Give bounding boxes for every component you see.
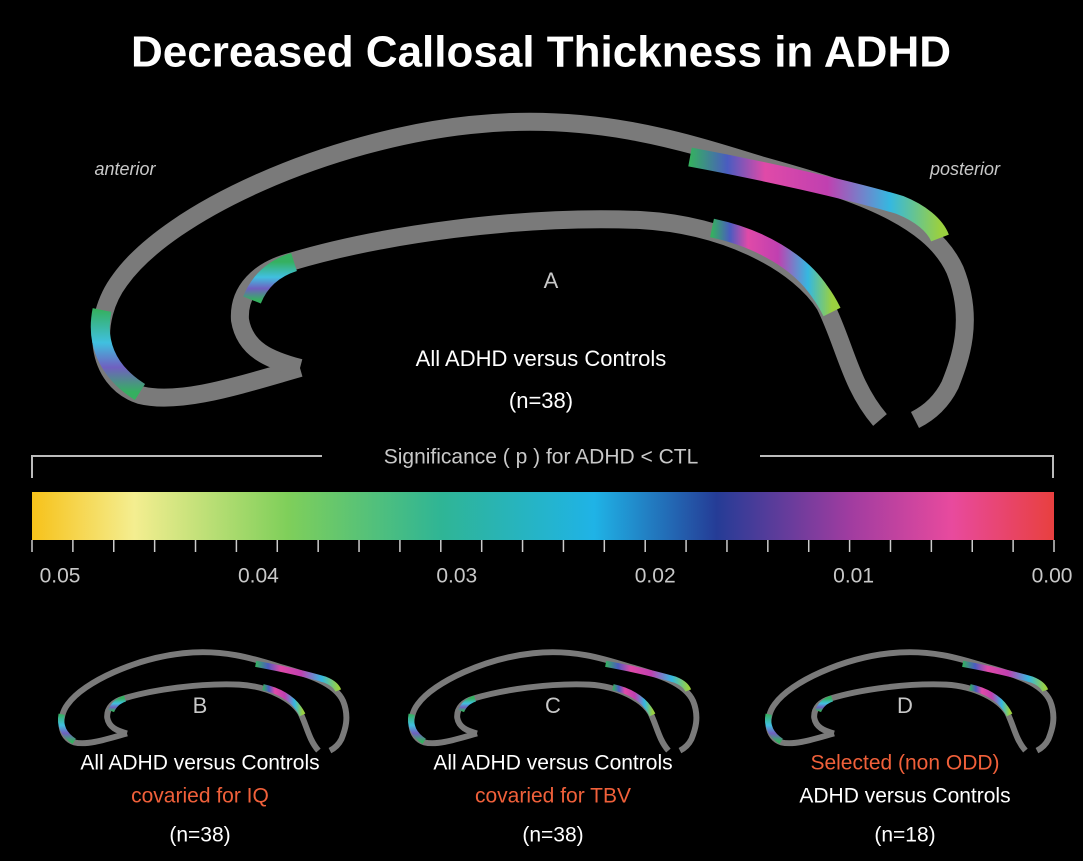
- tick-label: 0.00: [1032, 565, 1073, 588]
- panel-letter: B: [193, 693, 208, 718]
- tick-label: 0.04: [238, 565, 279, 588]
- corpus-callosum-a: [100, 122, 965, 420]
- sample-size: (n=38): [509, 388, 573, 413]
- sample-size: (n=38): [522, 824, 583, 847]
- panel-letter: A: [544, 268, 559, 293]
- caption-line: All ADHD versus Controls: [80, 752, 319, 775]
- sample-size: (n=18): [874, 824, 935, 847]
- tick-label: 0.01: [833, 565, 874, 588]
- caption-line: Selected (non ODD): [810, 752, 999, 775]
- colorbar-ticks: 0.05 0.04 0.03 0.02 0.01 0.00: [32, 540, 1072, 588]
- caption-line: ADHD versus Controls: [799, 785, 1010, 808]
- figure: Decreased Callosal Thickness in ADHD ant…: [0, 0, 1083, 861]
- caption-line: All ADHD versus Controls: [433, 752, 672, 775]
- tick-label: 0.02: [635, 565, 676, 588]
- caption-line: covaried for IQ: [131, 785, 269, 808]
- tick-label: 0.03: [436, 565, 477, 588]
- colorbar: [32, 492, 1054, 540]
- colorbar-label: Significance ( p ) for ADHD < CTL: [384, 446, 699, 469]
- sub-panels: B All ADHD versus Controls covaried for IQ…: [80, 693, 1010, 847]
- title: Decreased Callosal Thickness in ADHD: [131, 28, 951, 77]
- caption-line: covaried for TBV: [475, 785, 631, 808]
- tick-label: 0.05: [40, 565, 81, 588]
- posterior-label: posterior: [929, 159, 1001, 179]
- caption: All ADHD versus Controls: [416, 346, 667, 371]
- sample-size: (n=38): [169, 824, 230, 847]
- panel-letter: D: [897, 693, 913, 718]
- panel-letter: C: [545, 693, 561, 718]
- anterior-label: anterior: [94, 159, 156, 179]
